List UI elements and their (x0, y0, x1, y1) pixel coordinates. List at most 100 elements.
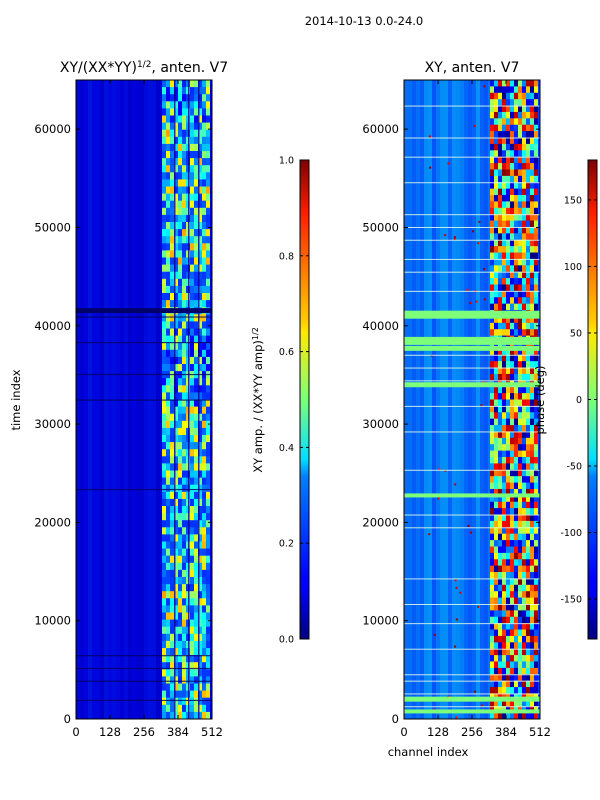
heatmap-cell (178, 626, 182, 635)
heatmap-cell (190, 214, 194, 223)
heatmap-cell (174, 506, 178, 514)
heatmap-cell (534, 469, 538, 477)
heatmap-cell (190, 243, 194, 251)
heatmap-cell (522, 565, 526, 573)
heatmap-cell (526, 501, 530, 509)
heatmap-cell (506, 540, 510, 547)
heatmap-cell (170, 591, 174, 599)
heatmap-cell (170, 662, 174, 670)
heatmap-cell (182, 640, 186, 649)
heatmap-cell (494, 86, 498, 94)
heatmap-cell (174, 250, 178, 258)
heatmap-cell (506, 226, 510, 234)
heatmap-cell (170, 250, 174, 258)
amplitude-colorbar-gradient (299, 159, 310, 640)
heatmap-cell (534, 373, 538, 381)
heatmap-cell (506, 195, 510, 202)
heatmap-cell (494, 457, 498, 464)
heatmap-cell (502, 156, 506, 164)
heatmap-cell (530, 546, 534, 554)
heatmap-cell (190, 193, 194, 202)
heatmap-cell (522, 80, 526, 87)
heatmap-cell (526, 635, 530, 643)
heatmap-cell (194, 669, 198, 677)
heatmap-cell (522, 265, 526, 273)
heatmap-cell (174, 87, 178, 95)
heatmap-cell (514, 450, 518, 458)
heatmap-cell (494, 667, 498, 675)
heatmap-cell (498, 284, 502, 292)
heatmap-cell (530, 495, 534, 503)
heatmap-cell (534, 552, 538, 560)
heatmap-cell (206, 385, 210, 393)
heatmap-speckle (433, 633, 436, 636)
heatmap-cell (530, 354, 534, 362)
heatmap-cell (502, 367, 506, 375)
heatmap-cell (182, 413, 186, 422)
heatmap-cell (206, 527, 210, 535)
heatmap-cell (190, 108, 194, 116)
heatmap-cell (518, 597, 522, 605)
heatmap-cell (162, 321, 166, 329)
heatmap-cell (518, 131, 522, 139)
heatmap-gap (404, 623, 540, 625)
heatmap-cell (494, 329, 498, 337)
heatmap-cell (514, 265, 518, 273)
heatmap-cell (506, 303, 510, 311)
heatmap-cell (162, 704, 166, 713)
heatmap-cell (518, 565, 522, 573)
heatmap-cell (490, 450, 494, 458)
heatmap-cell (182, 491, 186, 500)
heatmap-cell (506, 290, 510, 298)
heatmap-cell (518, 246, 522, 254)
heatmap-speckle (478, 220, 481, 223)
heatmap-cell (506, 476, 510, 484)
heatmap-cell (534, 214, 538, 222)
heatmap-cell (490, 680, 494, 688)
heatmap-cell (534, 463, 538, 471)
heatmap-cell (506, 201, 510, 209)
heatmap-cell (202, 108, 206, 116)
x-tick-label: 256 (461, 725, 483, 739)
heatmap-cell (178, 541, 182, 550)
heatmap-cell (206, 186, 210, 195)
heatmap-cell (506, 699, 510, 707)
heatmap-cell (178, 271, 182, 280)
heatmap-cell (526, 418, 530, 426)
heatmap-cell (518, 386, 522, 394)
heatmap-cell (166, 690, 170, 699)
heatmap-cell (198, 513, 202, 521)
heatmap-cell (518, 425, 522, 432)
heatmap-cell (498, 124, 502, 132)
heatmap-cell (206, 158, 210, 166)
heatmap-cell (170, 506, 174, 514)
heatmap-cell (534, 603, 538, 611)
heatmap-cell (206, 278, 210, 287)
heatmap-cell (170, 676, 174, 684)
heatmap-cell (498, 278, 502, 285)
heatmap-cell (190, 328, 194, 337)
heatmap-cell (530, 361, 534, 369)
heatmap-cell (424, 80, 428, 719)
heatmap-cell (162, 264, 166, 273)
heatmap-cell (162, 214, 166, 223)
heatmap-cell (518, 610, 522, 618)
heatmap-cell (174, 669, 178, 677)
heatmap-cell (518, 444, 522, 452)
heatmap-cell (166, 655, 170, 663)
heatmap-cell (522, 501, 526, 509)
heatmap-cell (170, 577, 174, 585)
heatmap-cell (190, 179, 194, 187)
heatmap-cell (510, 552, 514, 560)
heatmap-cell (484, 80, 488, 719)
heatmap-cell (174, 335, 178, 344)
heatmap-cell (198, 463, 202, 471)
heatmap-cell (534, 265, 538, 273)
heatmap-cell (490, 667, 494, 675)
heatmap-cell (518, 667, 522, 675)
heatmap-cell (174, 158, 178, 166)
heatmap-cell (526, 546, 530, 554)
heatmap-cell (490, 348, 494, 356)
heatmap-cell (498, 137, 502, 145)
heatmap-cell (510, 399, 514, 407)
